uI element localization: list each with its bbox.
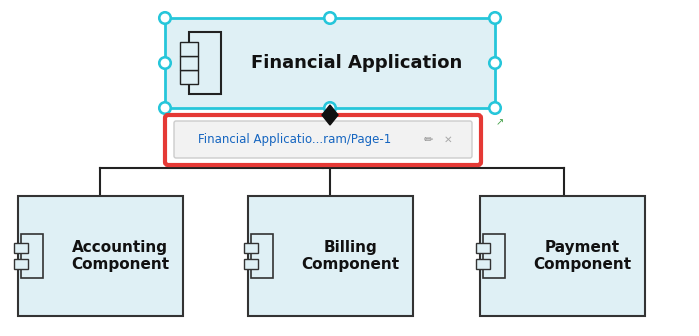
Circle shape — [161, 59, 168, 67]
Circle shape — [324, 12, 336, 24]
Text: ✏: ✏ — [424, 135, 433, 145]
Circle shape — [159, 12, 171, 24]
FancyBboxPatch shape — [476, 243, 490, 253]
FancyBboxPatch shape — [14, 259, 28, 269]
Circle shape — [159, 102, 171, 114]
FancyBboxPatch shape — [21, 234, 43, 278]
Circle shape — [489, 12, 501, 24]
Circle shape — [159, 57, 171, 69]
FancyBboxPatch shape — [244, 243, 258, 253]
FancyBboxPatch shape — [483, 234, 505, 278]
Polygon shape — [322, 105, 338, 125]
FancyBboxPatch shape — [476, 259, 490, 269]
FancyBboxPatch shape — [165, 18, 495, 108]
FancyBboxPatch shape — [480, 196, 645, 316]
Circle shape — [489, 57, 501, 69]
Text: Billing
Component: Billing Component — [301, 240, 399, 272]
Circle shape — [326, 104, 333, 112]
Circle shape — [491, 14, 498, 22]
Text: ↗: ↗ — [496, 117, 504, 127]
Circle shape — [161, 104, 168, 112]
FancyBboxPatch shape — [251, 234, 273, 278]
Circle shape — [489, 102, 501, 114]
Text: Payment
Component: Payment Component — [533, 240, 631, 272]
Circle shape — [491, 104, 498, 112]
FancyBboxPatch shape — [18, 196, 183, 316]
Circle shape — [324, 102, 336, 114]
FancyBboxPatch shape — [180, 56, 198, 70]
Text: Accounting
Component: Accounting Component — [71, 240, 169, 272]
Circle shape — [491, 59, 498, 67]
FancyBboxPatch shape — [174, 121, 472, 158]
Text: ✕: ✕ — [444, 135, 452, 145]
Circle shape — [326, 14, 333, 22]
Text: Financial Application: Financial Application — [251, 54, 462, 72]
FancyBboxPatch shape — [248, 196, 413, 316]
FancyBboxPatch shape — [14, 243, 28, 253]
FancyBboxPatch shape — [180, 70, 198, 84]
FancyBboxPatch shape — [189, 32, 221, 94]
Circle shape — [161, 14, 168, 22]
Text: Financial Applicatio...ram/Page-1: Financial Applicatio...ram/Page-1 — [199, 133, 391, 146]
FancyBboxPatch shape — [244, 259, 258, 269]
FancyBboxPatch shape — [165, 115, 481, 165]
FancyBboxPatch shape — [180, 42, 198, 56]
